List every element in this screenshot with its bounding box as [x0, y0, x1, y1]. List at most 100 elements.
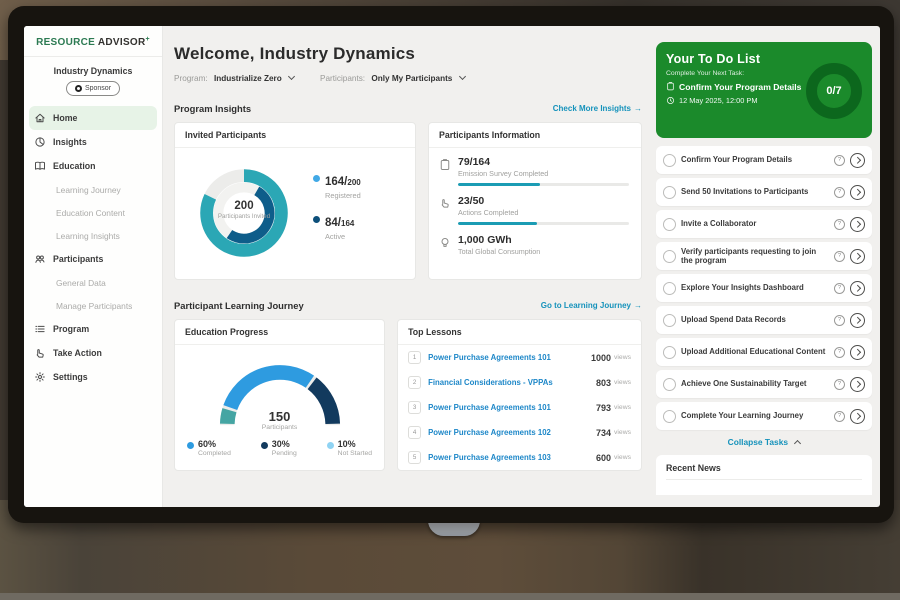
task-open-button[interactable]	[850, 248, 865, 264]
task-open-button[interactable]	[850, 184, 865, 200]
task-checkbox[interactable]	[663, 345, 676, 359]
task-open-button[interactable]	[850, 344, 865, 360]
task-open-button[interactable]	[850, 376, 865, 392]
education-gauge-chart: 150 Participants	[200, 349, 360, 433]
sidebar-item-label: Learning Journey	[56, 184, 121, 195]
actions-completed-stat: 23/50 Actions Completed	[439, 195, 629, 225]
task-row[interactable]: Complete Your Learning Journey?	[656, 402, 872, 430]
lesson-link[interactable]: Financial Considerations - VPPAs	[428, 378, 553, 387]
sidebar-item-settings[interactable]: Settings	[24, 365, 162, 389]
legend-dot	[313, 175, 320, 182]
sidebar: RESOURCE ADVISOR+ Industry Dynamics Spon…	[24, 26, 163, 507]
clipboard-icon	[667, 82, 674, 91]
task-row[interactable]: Upload Additional Educational Content?	[656, 338, 872, 366]
task-open-button[interactable]	[850, 312, 865, 328]
lesson-rank: 5	[408, 451, 422, 464]
task-open-button[interactable]	[850, 152, 865, 168]
task-row[interactable]: Explore Your Insights Dashboard?	[656, 274, 872, 302]
sidebar-item-manage-participants[interactable]: Manage Participants	[24, 294, 162, 317]
sidebar-item-label: Education	[53, 161, 96, 171]
sidebar-item-learning-insights[interactable]: Learning Insights	[24, 224, 162, 247]
collapse-tasks-link[interactable]: Collapse Tasks	[656, 437, 872, 448]
task-row[interactable]: Upload Spend Data Records?	[656, 306, 872, 334]
sidebar-item-participants[interactable]: Participants	[24, 247, 162, 271]
hand-icon	[441, 199, 449, 208]
help-icon[interactable]: ?	[834, 410, 845, 422]
task-open-button[interactable]	[850, 408, 865, 424]
task-checkbox[interactable]	[663, 313, 676, 327]
legend-not-started: 10% Not Started	[326, 439, 372, 457]
sidebar-item-home[interactable]: Home	[29, 106, 157, 130]
sponsor-badge-label: Sponsor	[84, 85, 112, 92]
task-checkbox[interactable]	[663, 281, 676, 295]
sidebar-item-general-data[interactable]: General Data	[24, 271, 162, 294]
sidebar-item-program[interactable]: Program	[24, 317, 162, 341]
gauge-legend: 60% Completed 30% Pending 10% Not Starte…	[175, 433, 384, 457]
task-checkbox[interactable]	[663, 409, 676, 423]
task-row[interactable]: Verify participants requesting to join t…	[656, 242, 872, 270]
help-icon[interactable]: ?	[834, 154, 845, 166]
sidebar-item-learning-journey[interactable]: Learning Journey	[24, 178, 162, 201]
education-progress-card: Education Progress 150 Participants 60% …	[174, 319, 386, 471]
donut-legend: 164/200 Registered 84/164 Active	[313, 172, 361, 254]
org-name: Industry Dynamics	[53, 66, 133, 76]
help-icon[interactable]: ?	[834, 282, 845, 294]
lesson-rank: 2	[408, 376, 422, 389]
main-content: Welcome, Industry Dynamics Program: Indu…	[162, 26, 654, 507]
lesson-row: 4 Power Purchase Agreements 102 734 views	[398, 420, 641, 445]
help-icon[interactable]: ?	[834, 218, 845, 230]
gear-icon	[35, 372, 45, 382]
donut-center-label: Participants Invited	[217, 213, 271, 220]
sidebar-item-take-action[interactable]: Take Action	[24, 341, 162, 365]
gauge-center-value: 150	[268, 409, 291, 424]
brand-plus: +	[145, 36, 150, 43]
task-checkbox[interactable]	[663, 217, 676, 231]
help-icon[interactable]: ?	[834, 250, 845, 262]
gauge-center-label: Participants	[261, 424, 298, 431]
lesson-link[interactable]: Power Purchase Agreements 103	[428, 453, 551, 462]
go-to-learning-journey-link[interactable]: Go to Learning Journey →	[541, 301, 642, 310]
sidebar-item-education[interactable]: Education	[24, 154, 162, 178]
task-checkbox[interactable]	[663, 153, 676, 167]
program-filter-label: Program:	[174, 74, 208, 83]
chevron-up-icon	[794, 439, 802, 448]
task-open-button[interactable]	[850, 216, 865, 232]
task-row[interactable]: Invite a Collaborator?	[656, 210, 872, 238]
lesson-link[interactable]: Power Purchase Agreements 101	[428, 403, 551, 412]
legend-dot	[326, 442, 334, 449]
section-title: Participant Learning Journey	[174, 300, 304, 311]
help-icon[interactable]: ?	[834, 346, 845, 358]
sidebar-nav: Home Insights Education Learning Journey…	[24, 106, 162, 389]
lesson-link[interactable]: Power Purchase Agreements 102	[428, 428, 551, 437]
background-desk-edge	[0, 593, 900, 600]
todo-progress-value: 0/7	[826, 84, 842, 97]
todo-next-task: Confirm Your Program Details	[679, 81, 802, 92]
lesson-rank: 4	[408, 426, 422, 439]
task-checkbox[interactable]	[663, 377, 676, 391]
learning-cards-row: Education Progress 150 Participants 60% …	[174, 319, 642, 471]
help-icon[interactable]: ?	[834, 186, 845, 198]
task-row[interactable]: Achieve One Sustainability Target?	[656, 370, 872, 398]
check-more-insights-link[interactable]: Check More Insights →	[553, 104, 642, 113]
participants-filter[interactable]: Participants: Only My Participants	[320, 72, 466, 83]
link-label: Check More Insights	[552, 104, 631, 113]
registered-ring	[200, 169, 288, 257]
brand-primary: RESOURCE	[36, 37, 96, 48]
task-checkbox[interactable]	[663, 249, 676, 263]
app-logo: RESOURCE ADVISOR+	[24, 26, 162, 57]
participants-filter-label: Participants:	[320, 74, 366, 83]
program-filter[interactable]: Program: Industrialize Zero	[174, 72, 296, 83]
lesson-link[interactable]: Power Purchase Agreements 101	[428, 353, 551, 362]
clock-icon	[667, 97, 674, 104]
task-row[interactable]: Send 50 Invitations to Participants?	[656, 178, 872, 206]
sidebar-item-label: Settings	[53, 372, 88, 382]
sidebar-item-insights[interactable]: Insights	[24, 130, 162, 154]
help-icon[interactable]: ?	[834, 378, 845, 390]
task-row[interactable]: Confirm Your Program Details?	[656, 146, 872, 174]
lesson-row: 2 Financial Considerations - VPPAs 803 vi…	[398, 370, 641, 395]
sidebar-item-education-content[interactable]: Education Content	[24, 201, 162, 224]
task-open-button[interactable]	[850, 280, 865, 296]
help-icon[interactable]: ?	[834, 314, 845, 326]
task-checkbox[interactable]	[663, 185, 676, 199]
todo-title: Your To Do List	[666, 52, 761, 66]
